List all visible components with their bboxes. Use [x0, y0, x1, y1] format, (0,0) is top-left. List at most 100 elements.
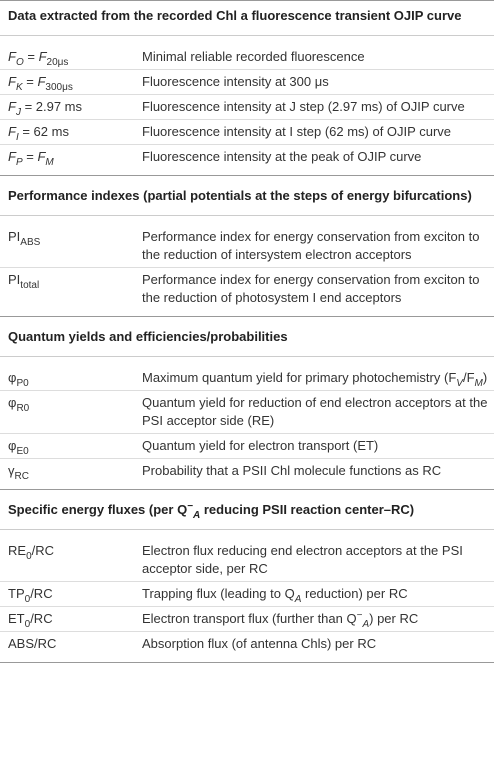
text-segment: Electron transport flux (further than Q: [142, 611, 357, 626]
text-segment: Trapping flux (leading to Q: [142, 586, 295, 601]
description-cell: Minimal reliable recorded fluorescence: [134, 36, 494, 70]
table-row: φP0 Maximum quantum yield for primary pho…: [0, 357, 494, 391]
text-segment: φ: [8, 395, 17, 410]
text-segment: 0: [26, 551, 32, 562]
text-segment: reducing PSII reaction center–RC): [200, 502, 415, 517]
description-cell: Fluorescence intensity at the peak of OJ…: [134, 144, 494, 176]
text-segment: Performance index for energy conservatio…: [142, 229, 480, 262]
description-cell: Maximum quantum yield for primary photoc…: [134, 357, 494, 391]
text-segment: F: [8, 74, 16, 89]
text-segment: A: [362, 619, 370, 630]
table-row: TP0/RC Trapping flux (leading to QA reduc…: [0, 581, 494, 607]
section-header: Quantum yields and efficiencies/probabil…: [0, 316, 494, 357]
description-cell: Fluorescence intensity at J step (2.97 m…: [134, 94, 494, 120]
description-cell: Fluorescence intensity at 300 μs: [134, 69, 494, 95]
term-cell: FI = 62 ms: [0, 119, 134, 145]
term-cell: PItotal: [0, 267, 134, 317]
section-title: Quantum yields and efficiencies/probabil…: [0, 316, 494, 357]
text-segment: Performance index for energy conservatio…: [142, 272, 480, 305]
section-title: Specific energy fluxes (per Q−A reducing…: [0, 489, 494, 530]
text-segment: = 62 ms: [18, 124, 69, 139]
description-cell: Electron flux reducing end electron acce…: [134, 530, 494, 582]
text-segment: 0: [24, 594, 31, 605]
text-segment: Maximum quantum yield for primary photoc…: [142, 370, 449, 385]
text-segment: −: [356, 610, 363, 621]
text-segment: /RC: [30, 586, 53, 601]
term-cell: FJ = 2.97 ms: [0, 94, 134, 120]
text-segment: Electron flux reducing end electron acce…: [142, 543, 463, 576]
text-segment: ): [482, 370, 488, 385]
table-row: FI = 62 ms Fluorescence intensity at I st…: [0, 119, 494, 145]
text-segment: A: [294, 594, 302, 605]
text-segment: /RC: [31, 543, 55, 558]
text-segment: Fluorescence intensity at 300 μs: [142, 74, 329, 89]
text-segment: Absorption flux (of antenna Chls) per RC: [142, 636, 377, 651]
table-row: PItotal Performance index for energy cons…: [0, 267, 494, 317]
text-segment: RC: [14, 471, 29, 482]
text-segment: 0: [24, 619, 31, 630]
text-segment: TP: [8, 586, 25, 601]
term-cell: ABS/RC: [0, 631, 134, 663]
text-segment: E0: [16, 446, 29, 457]
text-segment: J: [15, 107, 21, 118]
text-segment: F: [37, 74, 46, 89]
description-cell: Quantum yield for reduction of end elect…: [134, 390, 494, 434]
description-cell: Probability that a PSII Chl molecule fun…: [134, 458, 494, 490]
text-segment: F: [8, 149, 16, 164]
description-cell: Performance index for energy conservatio…: [134, 267, 494, 317]
description-cell: Electron transport flux (further than Q−…: [134, 606, 494, 632]
text-segment: 20μs: [46, 57, 69, 68]
text-segment: Quantum yield for electron transport (ET…: [142, 438, 379, 453]
term-cell: φP0: [0, 357, 134, 391]
text-segment: F: [37, 149, 46, 164]
text-segment: φ: [8, 438, 17, 453]
text-segment: I: [15, 132, 19, 143]
text-segment: φ: [8, 370, 17, 385]
term-cell: RE0/RC: [0, 530, 134, 582]
text-segment: RE: [8, 543, 27, 558]
text-segment: γ: [8, 463, 15, 478]
text-segment: total: [20, 280, 40, 291]
table-row: FK = F300μs Fluorescence intensity at 300…: [0, 69, 494, 95]
text-segment: /F: [462, 370, 475, 385]
text-segment: F: [8, 49, 16, 64]
text-segment: R0: [16, 403, 30, 414]
text-segment: O: [15, 57, 24, 68]
term-cell: PIABS: [0, 216, 134, 268]
text-segment: =: [22, 149, 38, 164]
text-segment: V: [456, 378, 463, 389]
term-cell: γRC: [0, 458, 134, 490]
text-segment: Quantum yield for reduction of end elect…: [142, 395, 488, 428]
text-segment: =: [23, 49, 39, 64]
text-segment: reduction) per RC: [301, 586, 408, 601]
term-cell: FK = F300μs: [0, 69, 134, 95]
text-segment: Performance indexes (partial potentials …: [8, 188, 472, 203]
table-row: RE0/RC Electron flux reducing end electro…: [0, 530, 494, 582]
text-segment: PI: [8, 229, 21, 244]
text-segment: Fluorescence intensity at J step (2.97 m…: [142, 99, 465, 114]
description-cell: Trapping flux (leading to QA reduction) …: [134, 581, 494, 607]
section-header: Data extracted from the recorded Chl a f…: [0, 0, 494, 36]
section-header: Performance indexes (partial potentials …: [0, 175, 494, 216]
text-segment: F: [8, 124, 16, 139]
text-segment: F: [448, 370, 457, 385]
text-segment: K: [15, 82, 23, 93]
text-segment: ET: [8, 611, 25, 626]
table-row: ABS/RC Absorption flux (of antenna Chls) …: [0, 631, 494, 663]
text-segment: = 2.97 ms: [20, 99, 83, 114]
term-cell: ET0/RC: [0, 606, 134, 632]
table-row: FP = FM Fluorescence intensity at the pea…: [0, 144, 494, 176]
text-segment: Fluorescence intensity at the peak of OJ…: [142, 149, 422, 164]
text-segment: ) per RC: [369, 611, 419, 626]
table-row: FO = F20μs Minimal reliable recorded fluo…: [0, 36, 494, 70]
term-cell: FO = F20μs: [0, 36, 134, 70]
term-cell: TP0/RC: [0, 581, 134, 607]
text-segment: ABS/RC: [8, 636, 57, 651]
text-segment: Data extracted from the recorded Chl a f…: [8, 8, 462, 23]
text-segment: F: [38, 49, 47, 64]
table-row: γRC Probability that a PSII Chl molecule …: [0, 458, 494, 490]
text-segment: Minimal reliable recorded fluorescence: [142, 49, 365, 64]
text-segment: /RC: [30, 611, 53, 626]
description-cell: Quantum yield for electron transport (ET…: [134, 433, 494, 459]
term-cell: φR0: [0, 390, 134, 434]
